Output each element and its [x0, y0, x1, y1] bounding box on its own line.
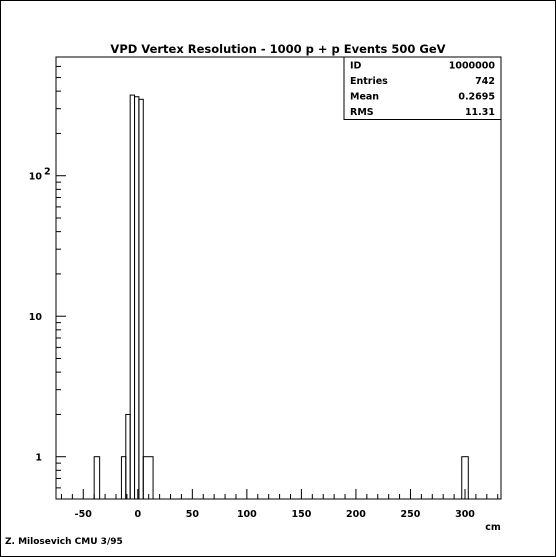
- x-axis-label: cm: [485, 522, 501, 533]
- x-tick-label: 0: [134, 509, 141, 520]
- x-tick-labels: -50 0 50 100 150 200 250 300: [75, 509, 476, 520]
- x-tick-label: 250: [401, 509, 421, 520]
- x-tick-label: 150: [291, 509, 311, 520]
- stats-value: 742: [475, 76, 495, 87]
- histogram-bin: [134, 96, 140, 500]
- histogram-bin: [120, 456, 127, 500]
- axis-ticks: [56, 56, 499, 500]
- x-tick-label: 200: [346, 509, 366, 520]
- histogram-bins: [93, 94, 469, 500]
- y-tick-label: 10: [29, 172, 43, 183]
- histogram-bin: [461, 456, 469, 500]
- stats-value: 1000000: [449, 61, 496, 72]
- x-tick-label: 100: [237, 509, 257, 520]
- y-tick-exponent: 2: [44, 167, 51, 178]
- x-tick-label: 300: [455, 509, 475, 520]
- x-tick-label: -50: [75, 509, 93, 520]
- histogram-bin: [138, 98, 144, 500]
- histogram-bin: [93, 456, 101, 500]
- stats-box-border: [343, 56, 502, 120]
- stats-value: 0.2695: [458, 92, 495, 103]
- histogram-bin: [125, 413, 131, 500]
- stats-label: Mean: [350, 92, 379, 103]
- y-tick-label: 10: [29, 312, 43, 323]
- stats-label: Entries: [350, 76, 388, 87]
- stats-label: ID: [350, 61, 362, 72]
- x-tick-label: 50: [186, 509, 200, 520]
- stats-box: ID 1000000 Entries 742 Mean 0.2695 RMS 11.31: [343, 56, 502, 120]
- chart-title: VPD Vertex Resolution - 1000 p + p Event…: [110, 42, 445, 56]
- stats-label: RMS: [350, 107, 374, 118]
- plot-area: [55, 56, 502, 500]
- stats-value: 11.31: [465, 107, 495, 118]
- y-tick-label: 1: [35, 453, 42, 464]
- histogram-bin: [129, 94, 136, 500]
- histogram-bin: [142, 456, 154, 500]
- footer-credit: Z. Milosevich CMU 3/95: [5, 537, 123, 547]
